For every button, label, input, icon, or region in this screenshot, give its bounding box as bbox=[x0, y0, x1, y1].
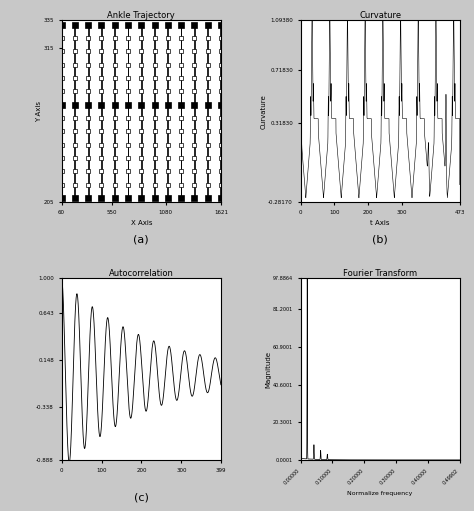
Text: (b): (b) bbox=[372, 235, 388, 245]
Y-axis label: Magnitude: Magnitude bbox=[265, 351, 271, 388]
Text: (a): (a) bbox=[134, 235, 149, 245]
Y-axis label: Curvature: Curvature bbox=[261, 94, 267, 129]
Title: Ankle Trajectory: Ankle Trajectory bbox=[108, 11, 175, 19]
Title: Autocorrelation: Autocorrelation bbox=[109, 268, 173, 277]
X-axis label: Normalize frequency: Normalize frequency bbox=[347, 491, 413, 496]
Title: Curvature: Curvature bbox=[359, 11, 401, 19]
Text: (c): (c) bbox=[134, 493, 149, 503]
X-axis label: X Axis: X Axis bbox=[130, 220, 152, 226]
Title: Fourier Transform: Fourier Transform bbox=[343, 268, 417, 277]
Y-axis label: Y Axis: Y Axis bbox=[36, 101, 42, 122]
X-axis label: t Axis: t Axis bbox=[370, 220, 390, 226]
